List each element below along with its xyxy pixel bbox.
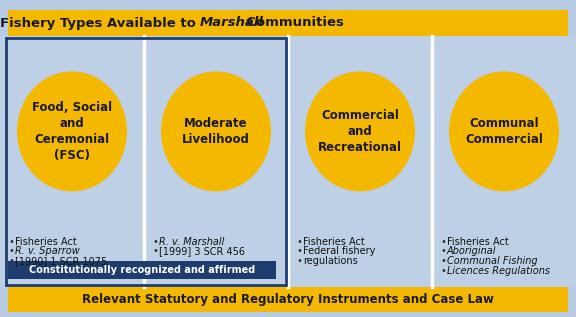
Text: Communal Fishing: Communal Fishing — [447, 256, 537, 266]
Text: Fisheries Act: Fisheries Act — [15, 237, 77, 247]
Ellipse shape — [161, 71, 271, 191]
Text: Communal
Commercial: Communal Commercial — [465, 117, 543, 146]
Text: Fisheries Act: Fisheries Act — [303, 237, 365, 247]
Text: Moderate
Livelihood: Moderate Livelihood — [182, 117, 250, 146]
Text: Aboriginal: Aboriginal — [447, 247, 497, 256]
Text: [1999] 3 SCR 456: [1999] 3 SCR 456 — [159, 247, 245, 256]
Text: Federal fishery: Federal fishery — [303, 247, 376, 256]
FancyBboxPatch shape — [432, 36, 576, 287]
FancyBboxPatch shape — [144, 36, 288, 287]
Text: Licences Regulations: Licences Regulations — [447, 266, 550, 275]
FancyBboxPatch shape — [0, 36, 144, 287]
Text: R. v. Marshall: R. v. Marshall — [159, 237, 225, 247]
Text: Food, Social
and
Ceremonial
(FSC): Food, Social and Ceremonial (FSC) — [32, 101, 112, 162]
Text: [1990] 1 SCR 1075: [1990] 1 SCR 1075 — [15, 256, 107, 266]
Text: Commercial
and
Recreational: Commercial and Recreational — [318, 109, 402, 154]
FancyBboxPatch shape — [8, 261, 276, 279]
Text: Constitutionally recognized and affirmed: Constitutionally recognized and affirmed — [29, 265, 255, 275]
Text: regulations: regulations — [303, 256, 358, 266]
Text: Marshall: Marshall — [200, 16, 264, 29]
Text: •: • — [296, 237, 302, 247]
Text: •: • — [8, 256, 14, 266]
Text: •: • — [440, 237, 446, 247]
FancyBboxPatch shape — [288, 36, 432, 287]
Text: Fishery Types Available to: Fishery Types Available to — [0, 16, 200, 29]
Text: •: • — [8, 237, 14, 247]
Text: •: • — [152, 237, 158, 247]
Text: •: • — [440, 266, 446, 275]
Text: Communities: Communities — [237, 16, 344, 29]
Text: Relevant Statutory and Regulatory Instruments and Case Law: Relevant Statutory and Regulatory Instru… — [82, 293, 494, 306]
Text: •: • — [296, 247, 302, 256]
Text: •: • — [8, 247, 14, 256]
FancyBboxPatch shape — [8, 287, 568, 312]
Text: •: • — [152, 247, 158, 256]
Ellipse shape — [17, 71, 127, 191]
Text: •: • — [440, 256, 446, 266]
Text: •: • — [440, 247, 446, 256]
Text: R. v. Sparrow: R. v. Sparrow — [15, 247, 79, 256]
Text: Fisheries Act: Fisheries Act — [447, 237, 509, 247]
FancyBboxPatch shape — [8, 10, 568, 36]
Ellipse shape — [449, 71, 559, 191]
Ellipse shape — [305, 71, 415, 191]
Text: •: • — [296, 256, 302, 266]
